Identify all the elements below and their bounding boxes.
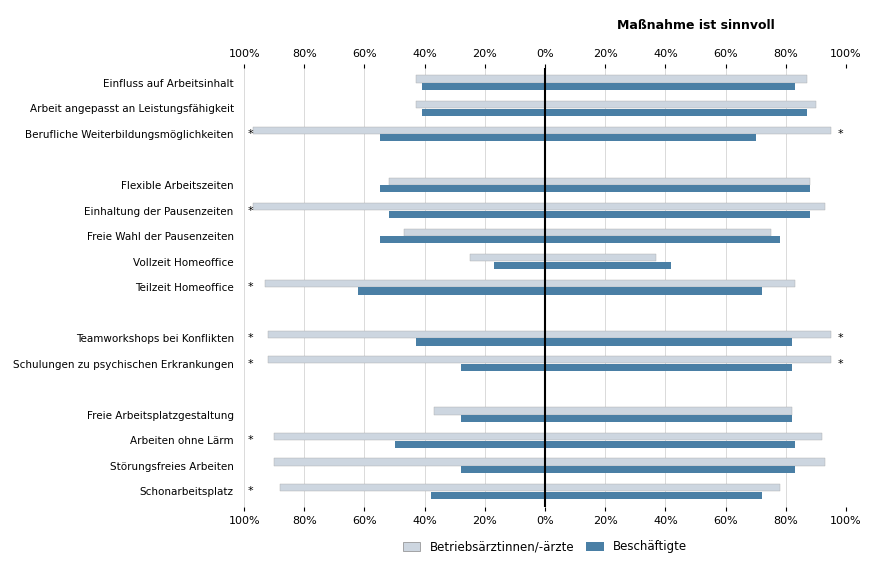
Text: *: * bbox=[247, 359, 253, 369]
Bar bbox=[545, 458, 825, 466]
Bar bbox=[545, 466, 794, 473]
Bar bbox=[422, 83, 545, 90]
Bar bbox=[460, 364, 545, 371]
Bar bbox=[545, 177, 810, 185]
Text: *: * bbox=[837, 333, 843, 343]
Bar bbox=[470, 254, 545, 261]
Bar bbox=[274, 433, 545, 440]
Text: *: * bbox=[247, 129, 253, 139]
Bar bbox=[280, 484, 545, 491]
Text: *: * bbox=[247, 435, 253, 445]
Bar bbox=[545, 280, 794, 287]
Bar bbox=[545, 408, 792, 414]
Bar bbox=[545, 287, 761, 294]
Bar bbox=[265, 280, 545, 287]
Bar bbox=[253, 127, 545, 133]
Bar bbox=[545, 415, 792, 422]
Bar bbox=[545, 441, 794, 448]
Bar bbox=[460, 466, 545, 473]
Bar bbox=[404, 229, 545, 236]
Text: *: * bbox=[247, 486, 253, 497]
Bar bbox=[545, 491, 761, 499]
Bar bbox=[545, 203, 825, 211]
Bar bbox=[545, 236, 780, 243]
Bar bbox=[545, 211, 810, 218]
Bar bbox=[269, 331, 545, 338]
Bar bbox=[389, 211, 545, 218]
Bar bbox=[545, 185, 810, 193]
Text: *: * bbox=[837, 129, 843, 139]
Legend: Betriebsärztinnen/-ärzte, Beschäftigte: Betriebsärztinnen/-ärzte, Beschäftigte bbox=[398, 535, 692, 558]
Bar bbox=[545, 254, 657, 261]
Bar bbox=[545, 109, 807, 116]
Bar bbox=[545, 356, 831, 364]
Bar bbox=[433, 408, 545, 414]
Text: *: * bbox=[837, 359, 843, 369]
Bar bbox=[460, 415, 545, 422]
Text: Maßnahme ist sinnvoll: Maßnahme ist sinnvoll bbox=[617, 20, 774, 33]
Text: *: * bbox=[247, 282, 253, 292]
Bar bbox=[545, 484, 780, 491]
Text: *: * bbox=[247, 205, 253, 216]
Bar bbox=[416, 75, 545, 83]
Bar bbox=[253, 203, 545, 211]
Bar bbox=[545, 134, 755, 141]
Bar bbox=[416, 101, 545, 108]
Text: *: * bbox=[247, 333, 253, 343]
Bar bbox=[545, 338, 792, 346]
Bar bbox=[545, 364, 792, 371]
Bar bbox=[545, 127, 831, 133]
Bar bbox=[545, 331, 831, 338]
Bar bbox=[545, 229, 771, 236]
Bar bbox=[545, 433, 821, 440]
Bar bbox=[422, 109, 545, 116]
Bar bbox=[379, 236, 545, 243]
Bar bbox=[394, 441, 545, 448]
Bar bbox=[358, 287, 545, 294]
Bar bbox=[545, 101, 815, 108]
Bar bbox=[431, 491, 545, 499]
Bar bbox=[274, 458, 545, 466]
Bar bbox=[545, 75, 807, 83]
Bar bbox=[389, 177, 545, 185]
Bar bbox=[416, 338, 545, 346]
Bar bbox=[545, 83, 794, 90]
Bar bbox=[269, 356, 545, 364]
Bar bbox=[379, 185, 545, 193]
Bar bbox=[379, 134, 545, 141]
Bar bbox=[545, 262, 671, 269]
Bar bbox=[494, 262, 545, 269]
